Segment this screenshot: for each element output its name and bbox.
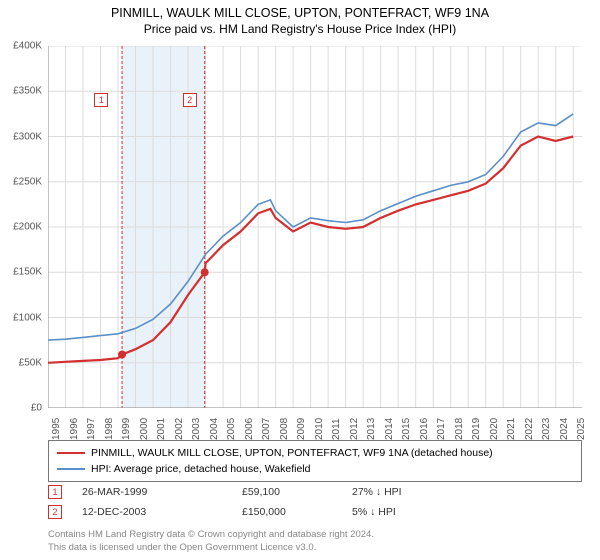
marker-point-1 bbox=[118, 351, 126, 359]
x-tick-label: 2000 bbox=[139, 418, 150, 440]
x-tick-label: 2017 bbox=[436, 418, 447, 440]
legend-swatch bbox=[57, 452, 85, 454]
x-tick-label: 2011 bbox=[331, 418, 342, 440]
x-tick-label: 2002 bbox=[174, 418, 185, 440]
x-tick-label: 2016 bbox=[419, 418, 430, 440]
x-tick-label: 2013 bbox=[366, 418, 377, 440]
legend-item: HPI: Average price, detached house, Wake… bbox=[57, 461, 573, 477]
y-tick-label: £350K bbox=[0, 86, 42, 97]
x-tick-label: 2018 bbox=[454, 418, 465, 440]
x-tick-label: 2009 bbox=[296, 418, 307, 440]
marker-pct: 27% ↓ HPI bbox=[352, 486, 462, 498]
x-tick-label: 2022 bbox=[524, 418, 535, 440]
footer-line-1: Contains HM Land Registry data © Crown c… bbox=[48, 528, 374, 541]
y-tick-label: £100K bbox=[0, 312, 42, 323]
marker-number: 2 bbox=[48, 505, 62, 519]
x-tick-label: 2010 bbox=[314, 418, 325, 440]
x-tick-label: 2004 bbox=[209, 418, 220, 440]
x-tick-label: 2021 bbox=[506, 418, 517, 440]
x-tick-label: 2020 bbox=[489, 418, 500, 440]
marker-flag-2: 2 bbox=[183, 93, 197, 107]
legend-box: PINMILL, WAULK MILL CLOSE, UPTON, PONTEF… bbox=[48, 440, 582, 482]
chart-area: £0£50K£100K£150K£200K£250K£300K£350K£400… bbox=[48, 46, 582, 408]
y-tick-label: £300K bbox=[0, 131, 42, 142]
marker-point-2 bbox=[201, 268, 209, 276]
marker-table: 1 26-MAR-1999 £59,100 27% ↓ HPI 2 12-DEC-2003… bbox=[48, 482, 582, 522]
footer-attribution: Contains HM Land Registry data © Crown c… bbox=[48, 528, 374, 554]
marker-number: 1 bbox=[48, 485, 62, 499]
y-tick-label: £250K bbox=[0, 176, 42, 187]
footer-line-2: This data is licensed under the Open Gov… bbox=[48, 541, 374, 554]
marker-flag-1: 1 bbox=[94, 93, 108, 107]
x-tick-label: 2007 bbox=[261, 418, 272, 440]
y-tick-label: £50K bbox=[0, 357, 42, 368]
marker-row: 1 26-MAR-1999 £59,100 27% ↓ HPI bbox=[48, 482, 582, 502]
x-tick-label: 2005 bbox=[226, 418, 237, 440]
x-tick-label: 1999 bbox=[121, 418, 132, 440]
x-tick-label: 2012 bbox=[349, 418, 360, 440]
legend-label: HPI: Average price, detached house, Wake… bbox=[91, 461, 310, 477]
marker-date: 12-DEC-2003 bbox=[82, 506, 222, 518]
x-tick-label: 2023 bbox=[541, 418, 552, 440]
x-tick-label: 2014 bbox=[384, 418, 395, 440]
marker-row: 2 12-DEC-2003 £150,000 5% ↓ HPI bbox=[48, 502, 582, 522]
x-tick-label: 1998 bbox=[104, 418, 115, 440]
x-tick-label: 2001 bbox=[156, 418, 167, 440]
marker-pct: 5% ↓ HPI bbox=[352, 506, 462, 518]
x-tick-label: 1997 bbox=[86, 418, 97, 440]
marker-price: £150,000 bbox=[242, 506, 332, 518]
title-block: PINMILL, WAULK MILL CLOSE, UPTON, PONTEF… bbox=[0, 0, 600, 36]
x-tick-label: 2024 bbox=[559, 418, 570, 440]
x-tick-label: 2025 bbox=[576, 418, 587, 440]
y-tick-label: £150K bbox=[0, 267, 42, 278]
y-tick-label: £200K bbox=[0, 222, 42, 233]
legend-item: PINMILL, WAULK MILL CLOSE, UPTON, PONTEF… bbox=[57, 445, 573, 461]
legend-label: PINMILL, WAULK MILL CLOSE, UPTON, PONTEF… bbox=[91, 445, 493, 461]
legend-swatch bbox=[57, 468, 85, 470]
y-tick-label: £0 bbox=[0, 403, 42, 414]
y-tick-label: £400K bbox=[0, 41, 42, 52]
x-tick-label: 2008 bbox=[279, 418, 290, 440]
x-tick-label: 1996 bbox=[69, 418, 80, 440]
x-tick-label: 1995 bbox=[51, 418, 62, 440]
x-tick-label: 2003 bbox=[191, 418, 202, 440]
chart-container: { "title": { "main": "PINMILL, WAULK MIL… bbox=[0, 0, 600, 560]
x-tick-label: 2015 bbox=[401, 418, 412, 440]
marker-date: 26-MAR-1999 bbox=[82, 486, 222, 498]
chart-svg bbox=[48, 46, 582, 408]
chart-title: PINMILL, WAULK MILL CLOSE, UPTON, PONTEF… bbox=[0, 6, 600, 20]
x-tick-label: 2019 bbox=[471, 418, 482, 440]
marker-price: £59,100 bbox=[242, 486, 332, 498]
x-tick-label: 2006 bbox=[244, 418, 255, 440]
chart-subtitle: Price paid vs. HM Land Registry's House … bbox=[0, 22, 600, 36]
